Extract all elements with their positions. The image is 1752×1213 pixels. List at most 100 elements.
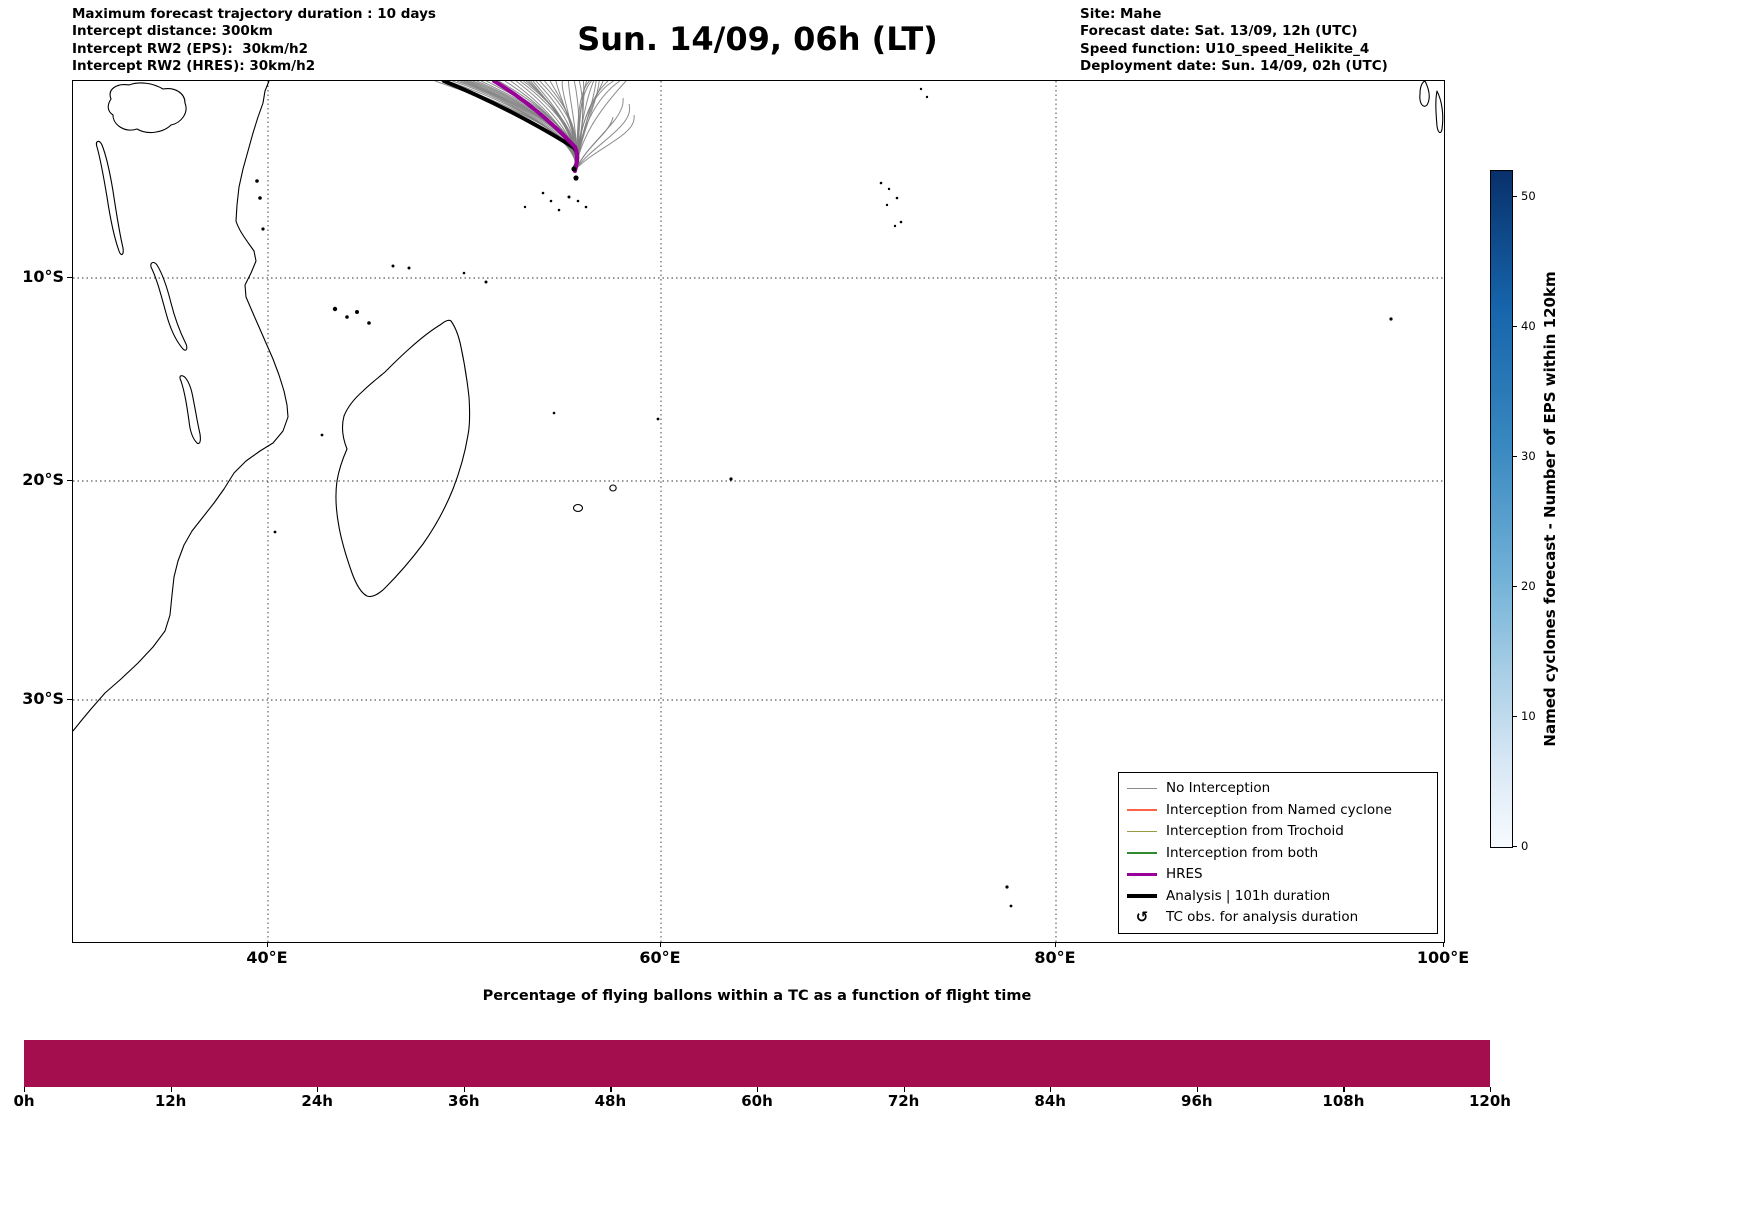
bottom-x-tick-label: 108h (1322, 1092, 1365, 1110)
island-dot (484, 280, 488, 284)
bottom-x-tick-label: 120h (1469, 1092, 1511, 1110)
tc-obs-symbol-sample: ↺ (1127, 909, 1157, 925)
tc-obs-marker (571, 166, 577, 172)
legend-row: Interception from both (1127, 842, 1429, 864)
island-dot (320, 433, 324, 437)
lon-tick-label: 60°E (639, 948, 681, 967)
legend-row: Interception from Trochoid (1127, 821, 1429, 843)
lat-tick-label: 10°S (22, 267, 64, 286)
legend-label: HRES (1166, 866, 1203, 883)
island-dot (367, 321, 371, 325)
colorbar-tick-label: 10 (1521, 709, 1536, 723)
legend-row: Analysis | 101h duration (1127, 885, 1429, 907)
coastline-lake-tanganyika (95, 140, 124, 256)
colorbar-tick-label: 20 (1521, 579, 1536, 593)
colorbar-tickmark (1512, 195, 1517, 197)
site-info-block: Site: Mahe Forecast date: Sat. 13/09, 12h… (1080, 6, 1388, 76)
island-dot (879, 181, 883, 185)
legend-line-sample (1127, 830, 1157, 832)
bottom-x-tick-label: 60h (741, 1092, 773, 1110)
coastline-africa-east-coast (73, 81, 289, 732)
forecast-parameters-block: Maximum forecast trajectory duration : 1… (72, 6, 436, 76)
lon-tick-label: 100°E (1416, 948, 1470, 967)
coastline-lake-victoria (107, 82, 187, 134)
legend-line-interception-from-both (1127, 852, 1157, 854)
legend-line-sample (1127, 852, 1157, 854)
bottom-x-tick-label: 72h (887, 1092, 920, 1110)
island-dot (549, 199, 553, 203)
bottom-x-tickmark (757, 1087, 759, 1092)
island-dot (584, 205, 588, 209)
bottom-x-tick-label: 48h (594, 1092, 627, 1110)
hres-trajectory (492, 81, 579, 173)
site-info-line: Deployment date: Sun. 14/09, 02h (UTC) (1080, 58, 1388, 75)
colorbar-tick-label: 0 (1521, 839, 1529, 853)
island-dot (541, 191, 545, 195)
island-dot (893, 224, 897, 228)
island-dot (576, 199, 580, 203)
lon-tickmark (660, 942, 662, 947)
bottom-x-tick-label: 0h (13, 1092, 35, 1110)
bottom-x-tick-label: 24h (301, 1092, 333, 1110)
bottom-x-tickmark (1050, 1087, 1052, 1092)
legend-label: Analysis | 101h duration (1166, 887, 1331, 904)
bottom-x-tickmark (610, 1087, 612, 1092)
island-dot (523, 205, 527, 209)
legend-line-hres (1127, 872, 1157, 876)
island-dot (355, 310, 359, 314)
island-dot (332, 306, 338, 312)
forecast-parameter-line: Intercept RW2 (EPS): 30km/h2 (72, 40, 308, 57)
colorbar (1490, 170, 1513, 848)
ensemble-trajectory-short (575, 116, 614, 170)
island-dot (1009, 904, 1013, 908)
lat-tickmark (67, 699, 72, 701)
colorbar-tickmark (1512, 715, 1517, 717)
site-info-line: Site: Mahe (1080, 6, 1162, 22)
legend-line-interception-from-trochoid (1127, 830, 1157, 832)
bottom-x-tick-label: 12h (154, 1092, 187, 1110)
site-info-line: Forecast date: Sat. 13/09, 12h (UTC) (1080, 23, 1358, 40)
island-dot (552, 411, 556, 415)
island-dot (258, 196, 262, 200)
colorbar-tickmark (1512, 455, 1517, 457)
coastline-lake-malawi (150, 262, 188, 351)
ensemble-trajectory (441, 81, 577, 170)
map-legend: No Interception Interception from Named c… (1118, 771, 1438, 934)
trajectory-map: No Interception Interception from Named c… (72, 80, 1445, 943)
bottom-chart-bar (24, 1040, 1490, 1087)
colorbar-tick-label: 50 (1521, 189, 1536, 203)
ensemble-trajectory (472, 81, 577, 170)
coastline-sumatra-offshore-island-2 (1435, 90, 1444, 134)
island-dot (273, 530, 277, 534)
bottom-x-tick-label: 36h (448, 1092, 480, 1110)
island-dot (462, 271, 466, 275)
map-svg (73, 81, 1444, 942)
colorbar-tick-label: 40 (1521, 319, 1536, 333)
island-dot (925, 95, 929, 99)
legend-line-no-interception (1127, 787, 1157, 789)
forecast-parameter-line: Intercept distance: 300km (72, 23, 273, 40)
island-outline-mauritius (609, 484, 617, 492)
island-dot (255, 179, 259, 183)
bottom-x-tick-label: 84h (1034, 1092, 1066, 1110)
legend-row: HRES (1127, 864, 1429, 886)
bottom-x-tickmark (1196, 1087, 1198, 1092)
legend-line-sample (1127, 787, 1157, 789)
legend-label: Interception from both (1166, 844, 1319, 861)
legend-label: Interception from Trochoid (1166, 823, 1344, 840)
bottom-chart-title: Percentage of flying ballons within a TC… (482, 988, 1032, 1004)
lat-tickmark (67, 480, 72, 482)
ensemble-trajectory-short (575, 103, 631, 170)
bottom-x-tickmark (903, 1087, 905, 1092)
island-dot (567, 195, 571, 199)
coastline-lake-chilwa (179, 375, 201, 445)
tc-obs-marker (573, 175, 579, 181)
colorbar-tickmark (1512, 325, 1517, 327)
colorbar-label: Named cyclones forecast - Number of EPS … (1541, 271, 1559, 747)
island-outline-reunion (572, 503, 584, 513)
island-dot (407, 266, 411, 270)
lat-tick-label: 30°S (22, 689, 64, 708)
legend-row: No Interception (1127, 778, 1429, 800)
legend-label: TC obs. for analysis duration (1166, 909, 1359, 926)
site-info-line: Speed function: U10_speed_Helikite_4 (1080, 40, 1370, 57)
